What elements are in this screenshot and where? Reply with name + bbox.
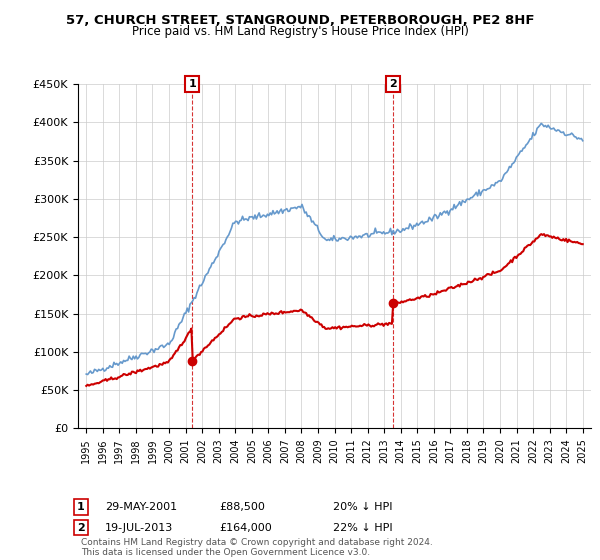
Text: Contains HM Land Registry data © Crown copyright and database right 2024.
This d: Contains HM Land Registry data © Crown c… (81, 538, 433, 557)
Text: 19-JUL-2013: 19-JUL-2013 (105, 522, 173, 533)
Text: 2: 2 (77, 522, 85, 533)
Text: 1: 1 (188, 79, 196, 89)
Text: 2: 2 (389, 79, 397, 89)
Text: 29-MAY-2001: 29-MAY-2001 (105, 502, 177, 512)
Text: 22% ↓ HPI: 22% ↓ HPI (333, 522, 392, 533)
Text: Price paid vs. HM Land Registry's House Price Index (HPI): Price paid vs. HM Land Registry's House … (131, 25, 469, 38)
Text: 1: 1 (77, 502, 85, 512)
Text: £164,000: £164,000 (219, 522, 272, 533)
Text: 20% ↓ HPI: 20% ↓ HPI (333, 502, 392, 512)
Text: 57, CHURCH STREET, STANGROUND, PETERBOROUGH, PE2 8HF: 57, CHURCH STREET, STANGROUND, PETERBORO… (66, 14, 534, 27)
Text: £88,500: £88,500 (219, 502, 265, 512)
